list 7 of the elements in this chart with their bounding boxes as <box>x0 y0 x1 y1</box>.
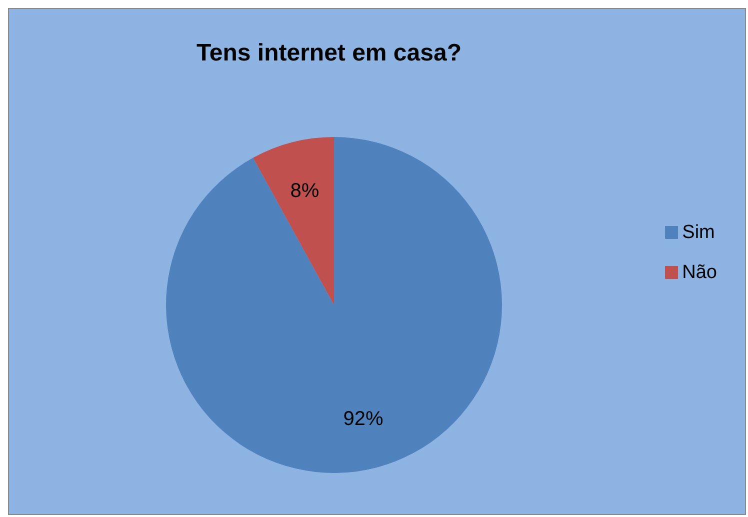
pie-slice <box>253 137 334 305</box>
data-label: 8% <box>290 180 320 202</box>
chart-title: Tens internet em casa? <box>196 40 462 66</box>
legend-label: Sim <box>682 222 715 244</box>
pie-slice <box>166 137 502 473</box>
legend-label: Não <box>682 262 717 284</box>
data-label: 92% <box>343 408 384 430</box>
